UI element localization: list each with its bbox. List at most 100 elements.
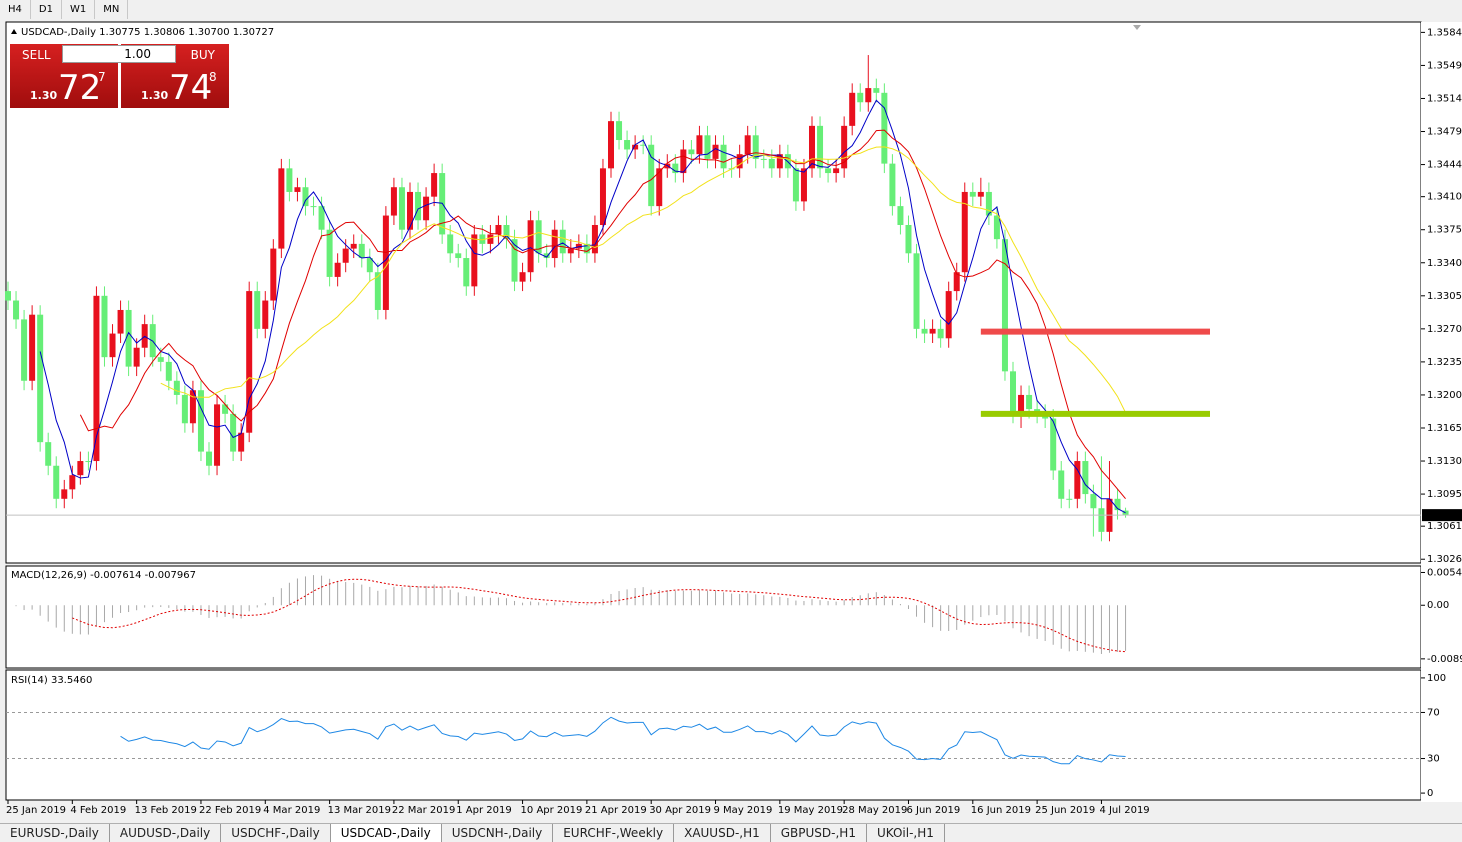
timeframe-button[interactable]: H4 <box>0 0 31 19</box>
candle-body <box>543 253 550 259</box>
candle-body <box>398 187 405 230</box>
candle-body <box>117 309 124 334</box>
candle-body <box>800 168 807 202</box>
candle-body <box>817 125 824 169</box>
candle-body <box>551 229 558 259</box>
candle-body <box>294 187 301 192</box>
sell-price-frac: 7 <box>98 70 106 84</box>
candle-body <box>431 173 438 197</box>
candle-body <box>897 206 904 225</box>
candle-body <box>841 125 848 169</box>
x-tick-label: 13 Feb 2019 <box>135 805 197 816</box>
y-tick-label: 1.32000 <box>1427 390 1462 401</box>
candle-body <box>752 135 759 159</box>
candle-body <box>1010 371 1016 414</box>
candle-body <box>712 144 719 159</box>
buy-price-pips: 74 <box>169 68 213 108</box>
y-tick-label: 1.31650 <box>1427 423 1462 434</box>
main-pane <box>5 21 1422 564</box>
timeframe-button[interactable]: D1 <box>31 0 62 19</box>
candle-body <box>173 380 180 395</box>
candle-body <box>1018 394 1025 414</box>
candle-body <box>230 413 237 452</box>
candle-body <box>21 319 28 381</box>
candle-body <box>495 224 502 235</box>
timeframe-button[interactable]: W1 <box>62 0 96 19</box>
candle-body <box>342 248 349 263</box>
candle-body <box>559 229 566 254</box>
chart-tab[interactable]: XAUUSD-,H1 <box>674 824 771 842</box>
candle-body <box>696 135 703 155</box>
x-tick-label: 16 Jun 2019 <box>971 805 1031 816</box>
header-icon <box>11 29 17 34</box>
candle-body <box>760 158 767 160</box>
candle-body <box>656 168 663 207</box>
candle-body <box>535 220 542 254</box>
chart-tab[interactable]: EURUSD-,Daily <box>0 824 110 842</box>
chart-tab[interactable]: USDCHF-,Daily <box>221 824 331 842</box>
candle-body <box>189 390 196 424</box>
moving-average <box>160 146 1127 413</box>
price-scale <box>1421 22 1462 802</box>
timeframe-button[interactable]: MN <box>95 0 129 19</box>
candle-body <box>527 220 534 273</box>
candle-body <box>181 394 188 424</box>
candle-body <box>913 253 920 329</box>
buy-label: BUY <box>190 48 215 62</box>
candle-body <box>1122 510 1129 516</box>
candle-body <box>608 121 614 169</box>
candle-body <box>479 234 486 244</box>
y-tick-label: 30 <box>1427 754 1440 765</box>
candle-body <box>567 248 574 254</box>
timeframe-toolbar: H4 D1 W1 MN <box>0 0 129 19</box>
x-tick-label: 25 Jan 2019 <box>6 805 66 816</box>
candle-body <box>511 239 518 282</box>
y-tick-label: 1.30610 <box>1427 521 1462 532</box>
candle-body <box>246 291 253 433</box>
y-tick-label: 1.32700 <box>1427 324 1462 335</box>
candle-body <box>881 92 888 164</box>
sell-price-big: 1.30 <box>30 89 58 102</box>
candle-body <box>374 272 381 310</box>
rsi-pane <box>5 669 1422 801</box>
candle-body <box>889 163 896 207</box>
candle-body <box>318 206 325 230</box>
candle-body <box>873 88 880 93</box>
chart-tab[interactable]: UKOil-,H1 <box>867 824 945 842</box>
y-tick-label: 1.33400 <box>1427 258 1462 269</box>
chart-tab[interactable]: AUDUSD-,Daily <box>110 824 222 842</box>
candle-body <box>45 442 52 466</box>
candle-body <box>85 461 92 463</box>
candle-body <box>334 262 341 277</box>
rsi-line <box>120 716 1126 765</box>
x-tick-label: 22 Feb 2019 <box>199 805 261 816</box>
candle-body <box>1114 498 1121 511</box>
candle-body <box>616 121 623 141</box>
candle-body <box>447 234 454 254</box>
x-tick-label: 4 Feb 2019 <box>70 805 126 816</box>
candle-body <box>487 234 494 244</box>
chart-tab[interactable]: USDCAD-,Daily <box>330 824 442 842</box>
candle-body <box>326 229 333 277</box>
moving-average <box>79 129 1126 500</box>
candle-body <box>125 309 132 367</box>
chart-tab[interactable]: GBPUSD-,H1 <box>771 824 867 842</box>
x-tick-label: 30 Apr 2019 <box>649 805 711 816</box>
candle-body <box>165 361 172 381</box>
rsi-label: RSI(14) 33.5460 <box>11 675 92 686</box>
buy-price-frac: 8 <box>209 70 217 84</box>
candle-body <box>29 314 36 381</box>
candle-body <box>993 215 1000 240</box>
candle-body <box>1090 494 1097 509</box>
y-tick-label: 0 <box>1427 788 1433 799</box>
chart-tab[interactable]: EURCHF-,Weekly <box>553 824 675 842</box>
chart-tab[interactable]: USDCNH-,Daily <box>442 824 554 842</box>
x-tick-label: 21 Apr 2019 <box>585 805 647 816</box>
lot-input[interactable]: 1.00 <box>62 45 176 63</box>
candle-body <box>93 295 100 462</box>
x-tick-label: 10 Apr 2019 <box>521 805 583 816</box>
candle-body <box>591 224 598 254</box>
y-tick-label: 1.30950 <box>1427 489 1462 500</box>
macd-pane <box>5 565 1422 669</box>
candle-body <box>640 144 647 146</box>
